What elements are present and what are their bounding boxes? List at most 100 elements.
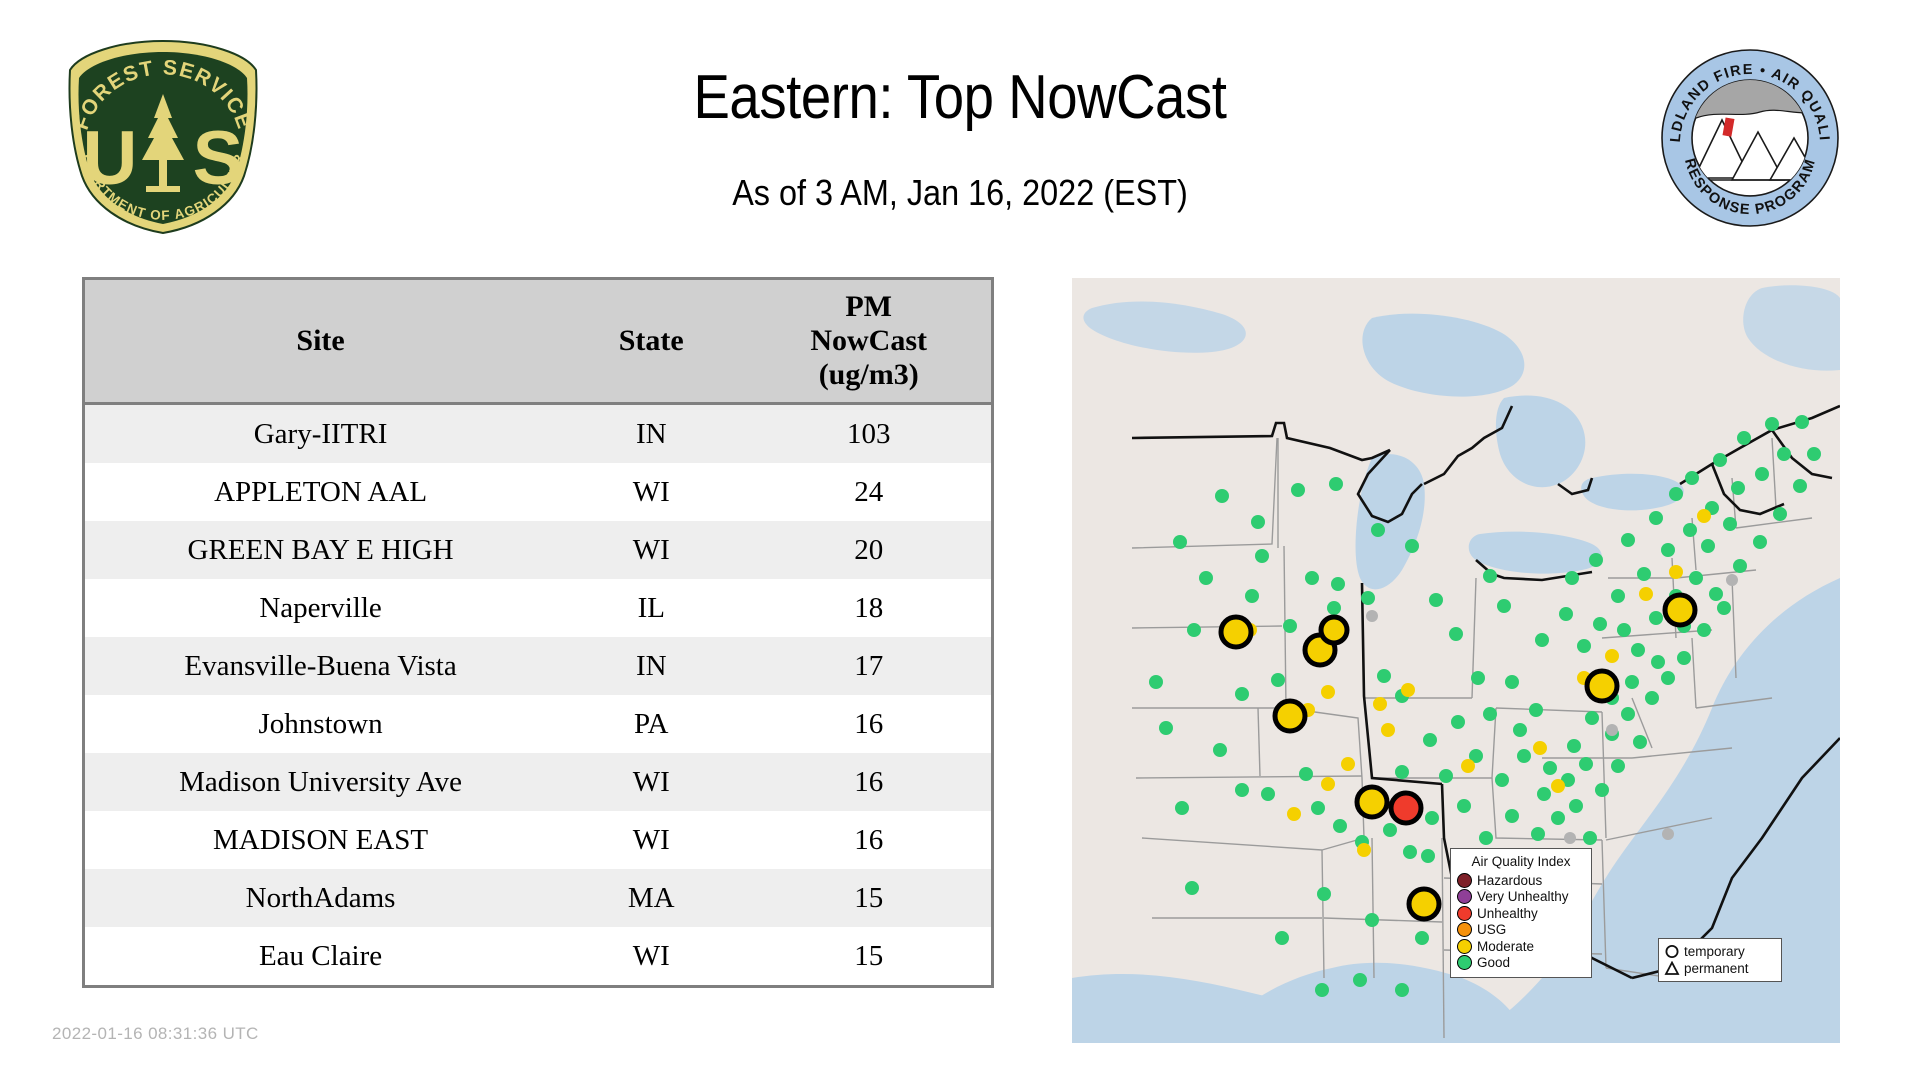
top-nowcast-table: Site State PM NowCast (ug/m3) Gary-IITRI… [85, 280, 991, 985]
table-header: Site State PM NowCast (ug/m3) [85, 280, 991, 405]
legend-swatch-icon [1457, 922, 1472, 938]
state-cell: WI [632, 939, 670, 972]
table-row: Naperville IL 18 [85, 579, 991, 637]
marker-evansville-buena-vista [1406, 886, 1442, 922]
wildland-fire-air-quality-seal-logo: WILDLAND FIRE • AIR QUALITY RESPONSE PRO… [1652, 36, 1840, 228]
pm-nowcast-cell: 18 [854, 591, 884, 624]
lake-superior [1362, 313, 1525, 397]
marker-gary-iitri [1388, 790, 1424, 826]
pm-nowcast-cell: 15 [854, 939, 884, 972]
site-cell: Gary-IITRI [253, 417, 388, 450]
monitor-type-legend: temporary permanent [1658, 938, 1782, 982]
site-cell: Madison University Ave [179, 765, 463, 798]
column-header-site: Site [85, 280, 557, 405]
state-cell: MA [627, 881, 675, 914]
column-header-line-1: PM [845, 290, 892, 323]
legend-row-unhealthy: Unhealthy [1457, 905, 1585, 922]
page-subtitle: As of 3 AM, Jan 16, 2022 (EST) [732, 172, 1188, 213]
gulf-of-st-lawrence [1743, 285, 1840, 371]
pm-nowcast-cell: 15 [854, 881, 884, 914]
pm-nowcast-cell: 16 [854, 707, 884, 740]
table-row: GREEN BAY E HIGH WI 20 [85, 521, 991, 579]
legend-row-temporary: temporary [1664, 943, 1776, 960]
marker-eau-claire [1218, 614, 1254, 650]
usda-forest-service-shield-logo: FOREST SERVICE DEPARTMENT OF AGRICULTURE… [53, 24, 268, 236]
pm-nowcast-cell: 24 [854, 475, 884, 508]
table-row: Gary-IITRI IN 103 [85, 403, 991, 463]
gulf-of-mexico-inner [1212, 962, 1542, 1043]
top-nowcast-table-container: Site State PM NowCast (ug/m3) Gary-IITRI… [82, 277, 994, 988]
column-header-pm-nowcast: PM NowCast (ug/m3) [746, 280, 991, 405]
state-cell: PA [634, 707, 669, 740]
legend-swatch-icon [1457, 872, 1472, 888]
state-cell: IL [637, 591, 665, 624]
legend-swatch-icon [1457, 889, 1472, 905]
column-header-line-3: (ug/m3) [818, 358, 919, 391]
table-row: MADISON EAST WI 16 [85, 811, 991, 869]
legend-label-permanent: permanent [1684, 960, 1749, 976]
triangle-icon [1664, 961, 1680, 975]
site-cell: APPLETON AAL [214, 475, 428, 508]
pm-nowcast-cell: 16 [854, 765, 884, 798]
site-cell: Evansville-Buena Vista [184, 649, 457, 682]
state-cell: WI [632, 475, 670, 508]
lake-erie [1468, 531, 1602, 574]
legend-row-moderate: Moderate [1457, 938, 1585, 955]
legend-row-usg: USG [1457, 922, 1585, 939]
legend-label: Very Unhealthy [1477, 889, 1569, 904]
footer-timestamp: 2022-01-16 08:31:36 UTC [52, 1024, 259, 1043]
legend-label: Hazardous [1477, 872, 1543, 888]
legend-swatch-icon [1457, 938, 1472, 954]
page-header: FOREST SERVICE DEPARTMENT OF AGRICULTURE… [0, 0, 1920, 260]
legend-label-temporary: temporary [1684, 943, 1745, 959]
circle-icon [1665, 945, 1679, 958]
table-row: Johnstown PA 16 [85, 695, 991, 753]
marker-johnstown [1584, 668, 1620, 704]
legend-label: Good [1477, 955, 1511, 970]
site-cell: GREEN BAY E HIGH [187, 533, 454, 566]
state-cell: IN [635, 649, 667, 682]
state-cell: WI [632, 765, 670, 798]
table-row: Evansville-Buena Vista IN 17 [85, 637, 991, 695]
legend-label: USG [1477, 922, 1507, 937]
canada-lakes-north [1083, 301, 1246, 353]
pm-nowcast-cell: 103 [846, 417, 891, 450]
state-cell: WI [632, 823, 670, 856]
pm-nowcast-cell: 16 [854, 823, 884, 856]
svg-text:U: U [83, 116, 138, 201]
legend-row-hazardous: Hazardous [1457, 872, 1585, 889]
column-header-line-2: NowCast [810, 324, 928, 357]
legend-title: Air Quality Index [1471, 854, 1571, 869]
pm-nowcast-cell: 20 [854, 533, 884, 566]
site-cell: Eau Claire [258, 939, 383, 972]
legend-label: Moderate [1477, 938, 1535, 954]
air-quality-index-legend: Air Quality Index Hazardous Very Unhealth… [1450, 848, 1592, 978]
legend-row-good: Good [1457, 955, 1585, 972]
offline-monitor-dots [1366, 574, 1738, 844]
site-cell: Naperville [259, 591, 382, 624]
pm-nowcast-cell: 17 [854, 649, 884, 682]
marker-madison [1272, 698, 1308, 734]
atlantic-ocean [1452, 578, 1840, 1043]
lake-ontario [1581, 473, 1684, 511]
table-row: Madison University Ave WI 16 [85, 753, 991, 811]
svg-text:S: S [193, 116, 244, 201]
marker-green-bay-e-high [1318, 614, 1350, 646]
table-row: NorthAdams MA 15 [85, 869, 991, 927]
legend-swatch-icon [1457, 955, 1472, 971]
state-cell: IN [635, 417, 667, 450]
column-header-state: State [556, 280, 747, 405]
legend-row-very-unhealthy: Very Unhealthy [1457, 889, 1585, 906]
legend-row-permanent: permanent [1664, 960, 1776, 977]
top-site-markers [1218, 592, 1698, 922]
table-body: Gary-IITRI IN 103 APPLETON AAL WI 24 GREEN BAY… [85, 403, 991, 985]
table-row: Eau Claire WI 15 [85, 927, 991, 985]
site-cell: Johnstown [258, 707, 383, 740]
page-title: Eastern: Top NowCast [693, 63, 1227, 132]
table-row: APPLETON AAL WI 24 [85, 463, 991, 521]
marker-northadams [1662, 592, 1698, 628]
legend-swatch-icon [1457, 905, 1472, 921]
legend-rows: Hazardous Very Unhealthy Unhealthy USG Moder… [1457, 872, 1585, 971]
site-cell: MADISON EAST [213, 823, 429, 856]
table-header-row: Site State PM NowCast (ug/m3) [85, 280, 991, 405]
